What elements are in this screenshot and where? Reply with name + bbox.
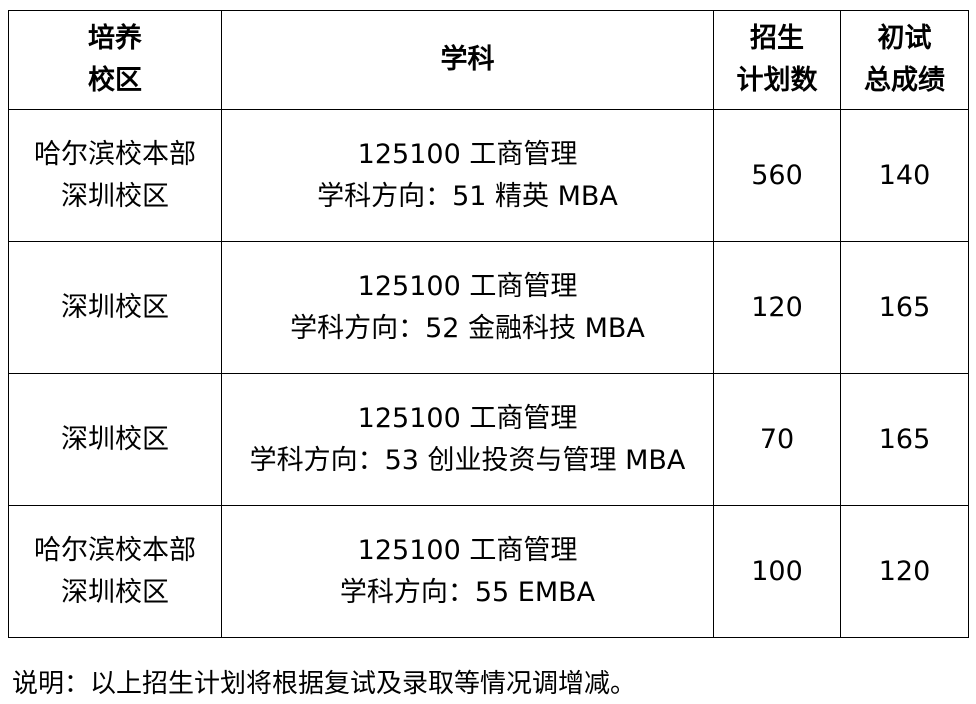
header-line: 计划数 <box>736 65 818 96</box>
header-line: 校区 <box>88 65 142 96</box>
plan-cell: 120 <box>713 241 841 374</box>
header-line: 学科 <box>440 44 495 75</box>
score-cell: 165 <box>840 241 969 374</box>
header-line: 招生 <box>750 23 804 54</box>
header-campus: 培养 校区 <box>8 10 222 110</box>
cell-line: 125100 工商管理 <box>357 534 578 566</box>
campus-cell: 哈尔滨校本部 深圳校区 <box>8 505 222 638</box>
score-cell: 165 <box>840 373 969 506</box>
cell-line: 学科方向：52 金融科技 MBA <box>290 312 645 344</box>
campus-cell: 哈尔滨校本部 深圳校区 <box>8 109 222 242</box>
score-cell: 140 <box>840 109 969 242</box>
table-row: 深圳校区 125100 工商管理 学科方向：53 创业投资与管理 MBA 70 165 <box>8 373 969 506</box>
campus-cell: 深圳校区 <box>8 373 222 506</box>
cell-line: 学科方向：51 精英 MBA <box>317 180 618 212</box>
cell-line: 深圳校区 <box>61 423 169 455</box>
cell-line: 125100 工商管理 <box>357 270 578 302</box>
header-subject: 学科 <box>221 10 714 110</box>
cell-line: 125100 工商管理 <box>357 138 578 170</box>
subject-cell: 125100 工商管理 学科方向：55 EMBA <box>221 505 714 638</box>
score-cell: 120 <box>840 505 969 638</box>
cell-line: 哈尔滨校本部 <box>34 534 196 566</box>
table-row: 哈尔滨校本部 深圳校区 125100 工商管理 学科方向：55 EMBA 100 120 <box>8 505 969 638</box>
cell-line: 哈尔滨校本部 <box>34 138 196 170</box>
table-row: 哈尔滨校本部 深圳校区 125100 工商管理 学科方向：51 精英 MBA 560 14… <box>8 109 969 242</box>
cell-line: 学科方向：55 EMBA <box>339 576 596 608</box>
header-row: 培养 校区 学科 招生 计划数 初试 总成绩 <box>8 10 969 110</box>
admission-table: 培养 校区 学科 招生 计划数 初试 总成绩 哈尔滨校本部 深圳校区 125100 工商管理 学科… <box>8 10 969 638</box>
cell-line: 深圳校区 <box>61 180 169 212</box>
header-plan: 招生 计划数 <box>713 10 841 110</box>
cell-line: 深圳校区 <box>61 291 169 323</box>
subject-cell: 125100 工商管理学科方向：52 金融科技 MBA <box>221 241 714 374</box>
header-line: 总成绩 <box>864 65 945 96</box>
plan-cell: 560 <box>713 109 841 242</box>
subject-cell: 125100 工商管理学科方向：53 创业投资与管理 MBA <box>221 373 714 506</box>
header-score: 初试 总成绩 <box>840 10 969 110</box>
cell-line: 深圳校区 <box>61 576 169 608</box>
subject-cell: 125100 工商管理学科方向：51 精英 MBA <box>221 109 714 242</box>
cell-line: 学科方向：53 创业投资与管理 MBA <box>249 444 686 476</box>
plan-cell: 70 <box>713 373 841 506</box>
plan-cell: 100 <box>713 505 841 638</box>
footnote: 说明：以上招生计划将根据复试及录取等情况调增减。 <box>12 669 637 699</box>
campus-cell: 深圳校区 <box>8 241 222 374</box>
table-row: 深圳校区 125100 工商管理 学科方向：52 金融科技 MBA 120 165 <box>8 241 969 374</box>
cell-line: 125100 工商管理 <box>357 402 578 434</box>
header-line: 初试 <box>877 23 932 54</box>
header-line: 培养 <box>88 23 142 54</box>
